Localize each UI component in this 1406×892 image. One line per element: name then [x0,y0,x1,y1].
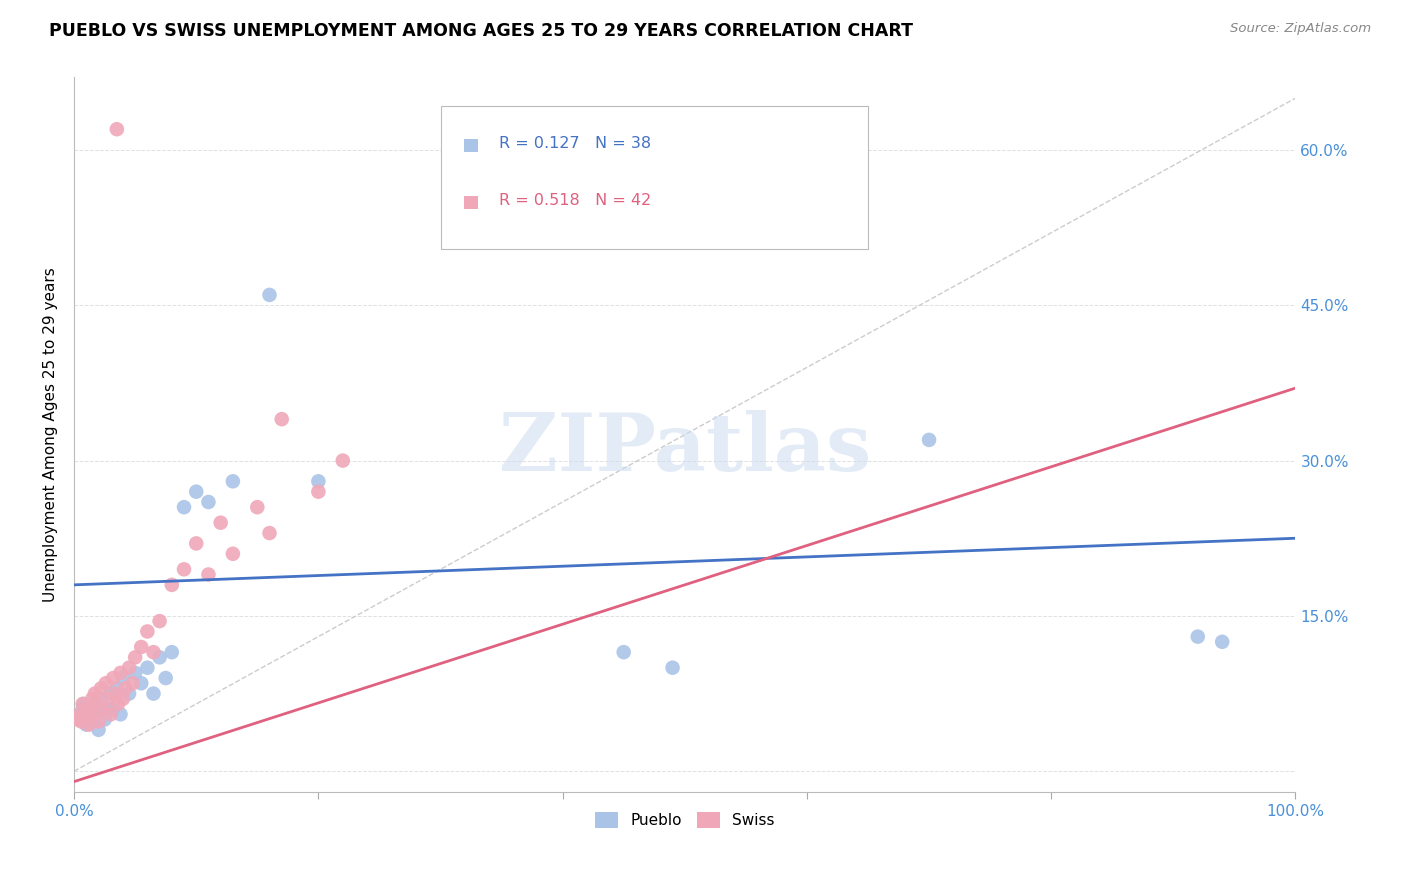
Point [79,702,101,716]
Point [149,614,172,628]
Point [105,681,128,696]
Point [90,681,112,696]
Point [1211,635,1233,649]
Point [107,697,129,711]
Point [186,536,208,550]
Point [73,697,96,711]
Point [114,681,136,696]
Point [332,453,354,467]
Point [84,697,107,711]
Point [160,645,183,659]
Point [246,500,269,515]
Point [97,702,120,716]
Point [307,484,329,499]
Point [160,578,183,592]
Point [111,671,134,685]
Point [186,484,208,499]
Point [259,288,281,302]
Point [209,516,232,530]
Point [75,717,97,731]
Point [75,713,97,727]
Point [142,645,165,659]
Point [259,526,281,541]
Point [75,704,97,718]
Point [66,713,89,727]
Legend: Pueblo, Swiss: Pueblo, Swiss [589,806,780,834]
Point [124,665,146,680]
Point [1187,630,1209,644]
Point [118,661,141,675]
Point [101,702,124,716]
Point [79,702,101,716]
Point [661,661,683,675]
Point [83,707,105,722]
Point [97,691,120,706]
Point [101,671,124,685]
Point [173,562,195,576]
Point [105,122,128,136]
Point [72,697,94,711]
Point [87,714,110,729]
FancyBboxPatch shape [440,106,868,249]
Point [142,687,165,701]
Point [87,723,110,737]
Point [111,691,134,706]
Point [82,691,104,706]
Point [129,640,152,654]
Text: Source: ZipAtlas.com: Source: ZipAtlas.com [1230,22,1371,36]
Y-axis label: Unemployment Among Ages 25 to 29 years: Unemployment Among Ages 25 to 29 years [44,268,58,602]
Point [121,676,143,690]
Point [124,650,146,665]
Text: ZIPatlas: ZIPatlas [499,410,870,488]
Point [136,661,159,675]
Point [84,704,107,718]
Point [77,717,100,731]
Point [94,676,117,690]
Text: R = 0.518   N = 42: R = 0.518 N = 42 [499,193,651,208]
Point [82,714,104,729]
Text: PUEBLO VS SWISS UNEMPLOYMENT AMONG AGES 25 TO 29 YEARS CORRELATION CHART: PUEBLO VS SWISS UNEMPLOYMENT AMONG AGES … [49,22,914,40]
Point [69,707,91,722]
Point [222,547,245,561]
Point [270,412,292,426]
Point [93,713,115,727]
Point [118,687,141,701]
Point [129,676,152,690]
Point [197,567,219,582]
Point [69,707,91,722]
Point [100,707,122,722]
Point [173,500,195,515]
Point [100,687,122,701]
Point [73,710,96,724]
Point [83,710,105,724]
Point [110,707,132,722]
Point [93,702,115,716]
Text: R = 0.127   N = 38: R = 0.127 N = 38 [499,136,651,151]
Point [70,714,93,729]
Point [307,475,329,489]
Point [149,650,172,665]
Point [613,645,636,659]
Point [90,691,112,706]
Point [104,687,127,701]
Point [136,624,159,639]
Point [222,475,245,489]
Point [197,495,219,509]
Point [83,687,105,701]
Point [72,702,94,716]
Point [155,671,177,685]
Point [918,433,941,447]
Point [110,665,132,680]
Point [77,707,100,722]
